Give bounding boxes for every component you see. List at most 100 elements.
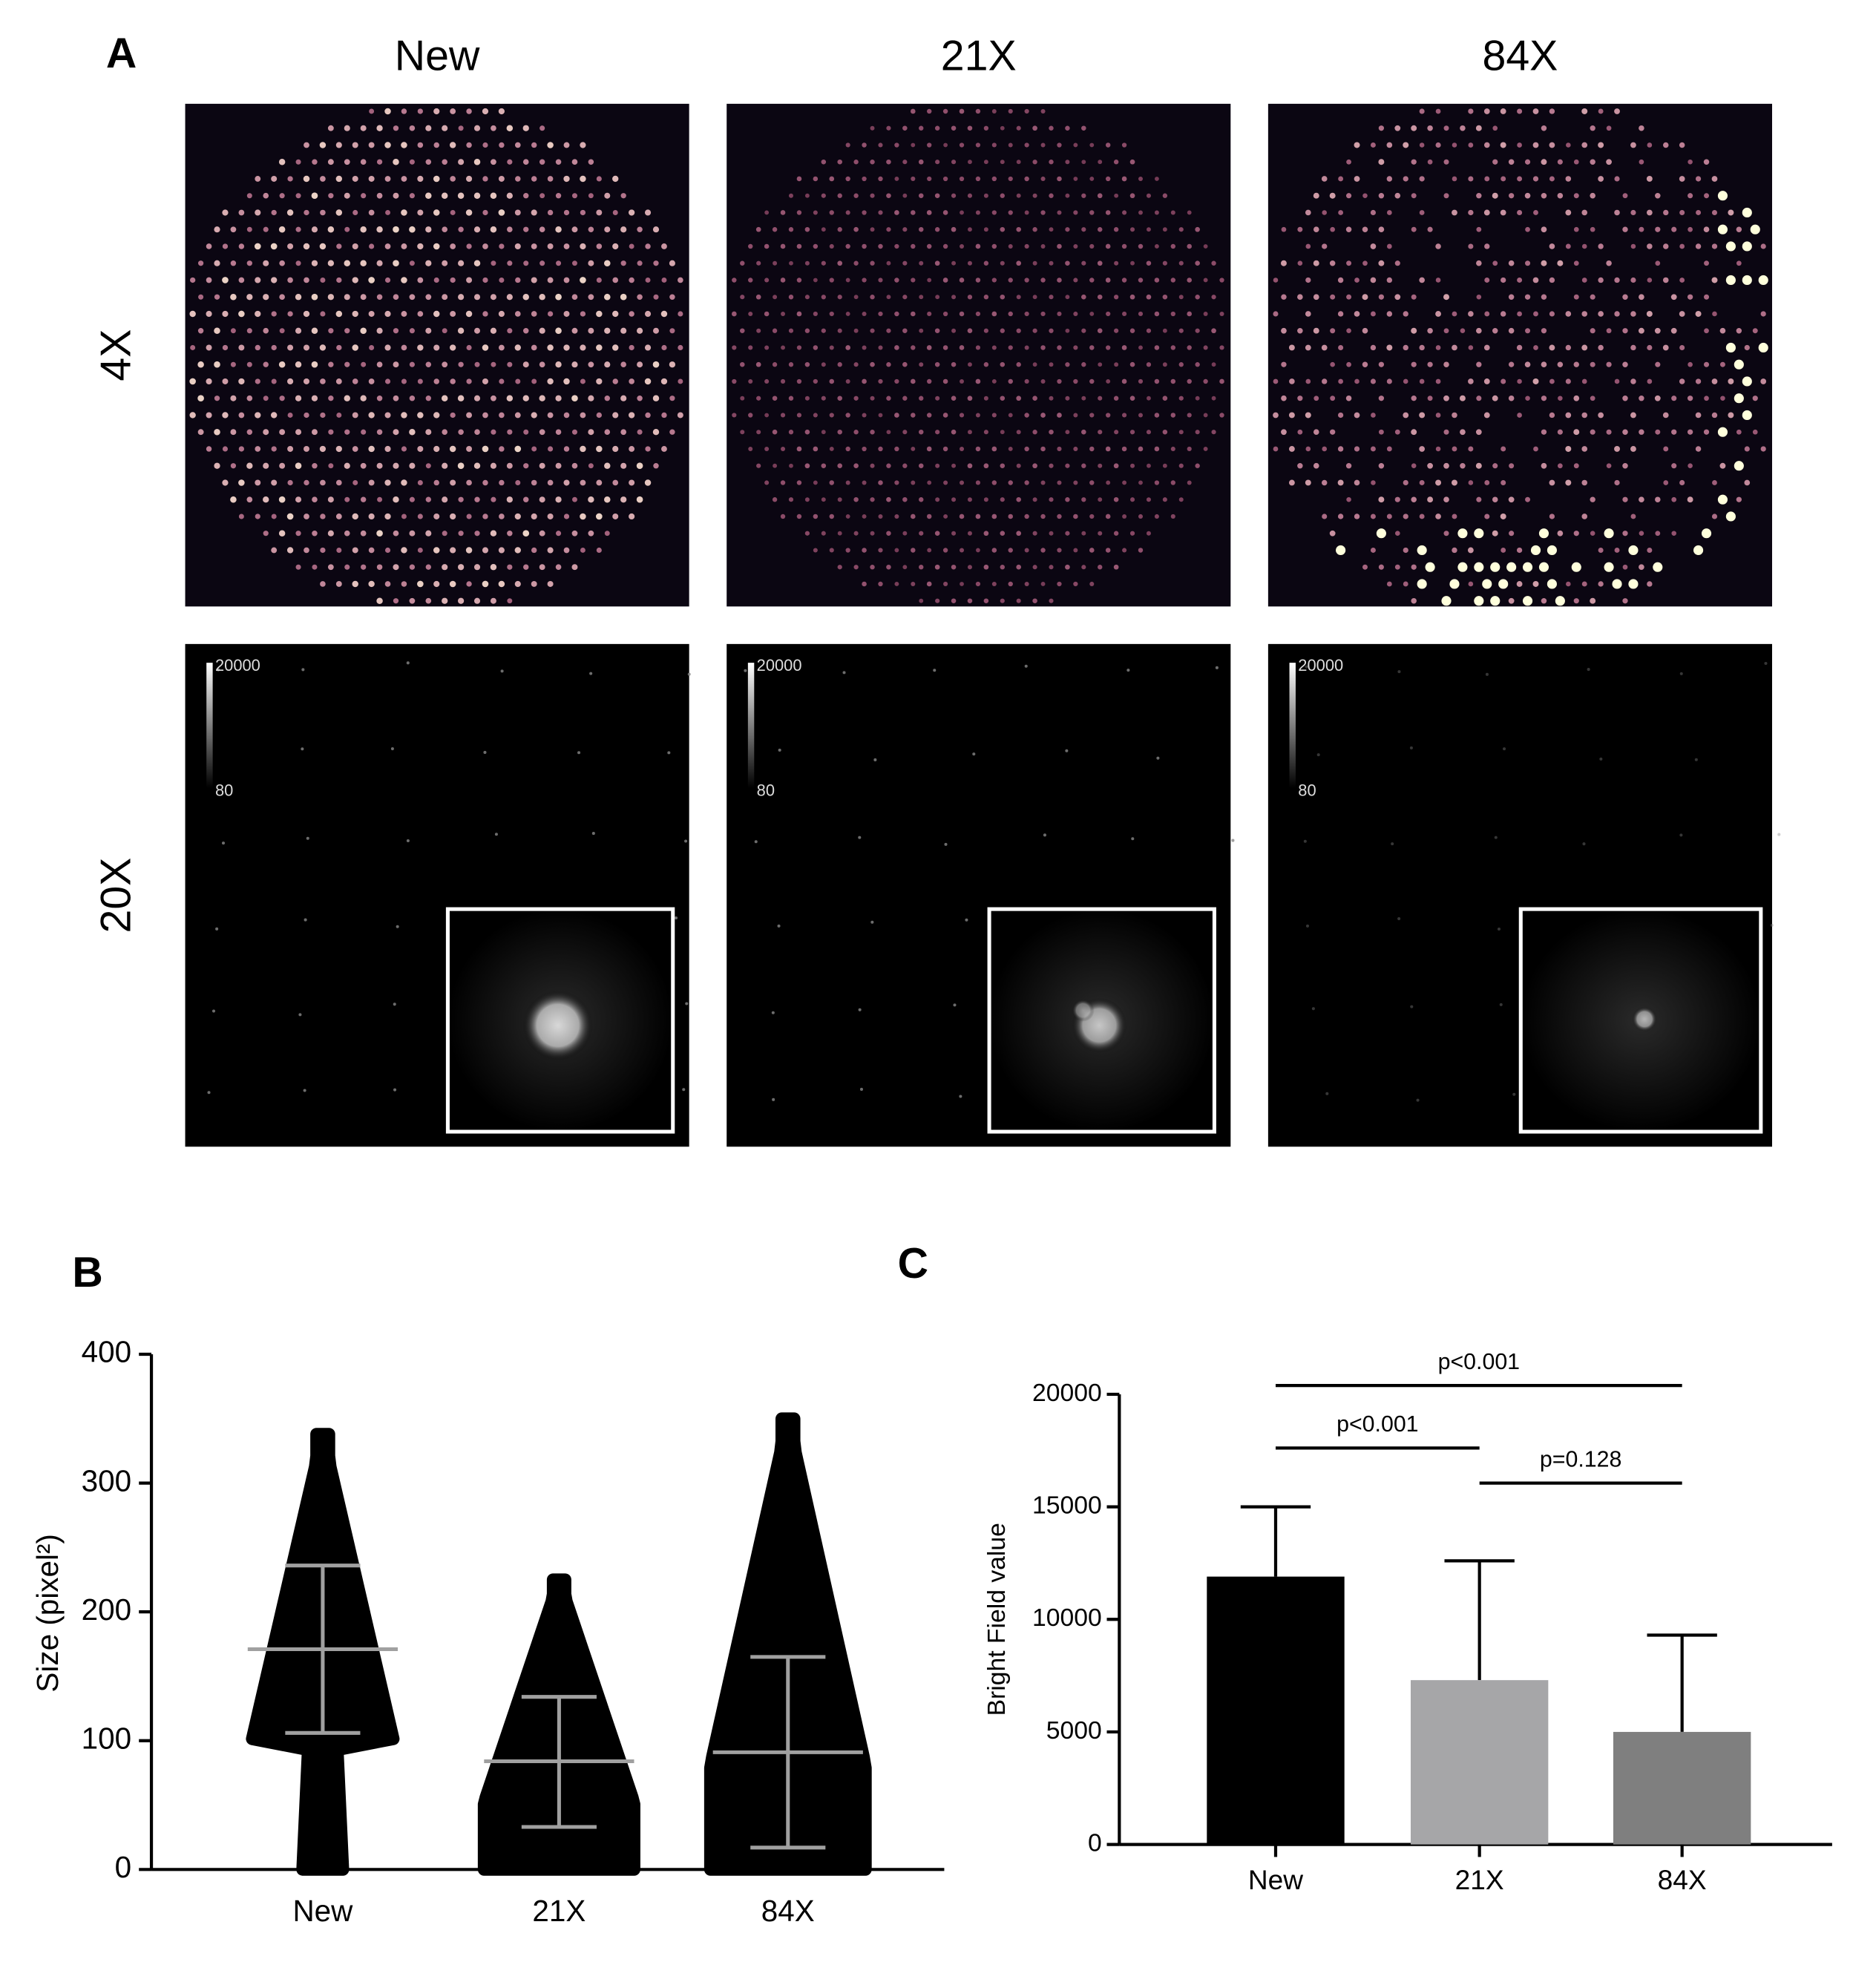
dot bbox=[1040, 244, 1046, 249]
dot bbox=[1065, 193, 1070, 198]
dot bbox=[409, 294, 416, 301]
dot bbox=[473, 294, 481, 301]
dot bbox=[1329, 530, 1336, 537]
dot bbox=[764, 345, 770, 350]
dot bbox=[1484, 480, 1490, 485]
dot bbox=[1630, 412, 1636, 419]
dot bbox=[1549, 514, 1555, 519]
dot bbox=[197, 328, 204, 334]
dot bbox=[644, 479, 652, 486]
dot bbox=[1500, 513, 1506, 519]
dot bbox=[1024, 480, 1029, 485]
dot bbox=[580, 277, 586, 283]
dot bbox=[1557, 260, 1564, 266]
dot bbox=[1040, 176, 1046, 182]
dot bbox=[384, 108, 391, 115]
dot bbox=[926, 345, 932, 350]
y-tick-label: 100 bbox=[82, 1721, 131, 1755]
dot bbox=[788, 362, 794, 367]
dot bbox=[1330, 294, 1336, 300]
dot bbox=[499, 243, 505, 249]
dot bbox=[629, 243, 634, 249]
dot bbox=[498, 310, 505, 318]
dot bbox=[1549, 142, 1555, 148]
dot bbox=[376, 294, 383, 300]
dot bbox=[1443, 294, 1450, 301]
dot bbox=[902, 295, 908, 300]
dot bbox=[498, 209, 505, 216]
dot bbox=[1000, 565, 1005, 570]
dot bbox=[1330, 328, 1336, 334]
dot bbox=[246, 496, 253, 503]
dot bbox=[942, 311, 948, 317]
dot bbox=[1329, 260, 1336, 266]
dot bbox=[862, 311, 867, 316]
dot bbox=[555, 395, 562, 401]
dot bbox=[991, 311, 997, 317]
dot bbox=[1501, 176, 1506, 182]
dot bbox=[523, 463, 529, 469]
dot bbox=[959, 413, 965, 418]
dot bbox=[425, 597, 432, 604]
dot bbox=[1541, 462, 1547, 469]
dot bbox=[328, 193, 334, 199]
dot bbox=[1370, 209, 1377, 216]
dot bbox=[458, 531, 464, 537]
dot bbox=[466, 378, 472, 384]
dot bbox=[1517, 108, 1523, 114]
dot bbox=[960, 243, 964, 249]
dot bbox=[222, 277, 229, 283]
dot bbox=[1403, 547, 1408, 554]
dot bbox=[433, 513, 440, 519]
dot bbox=[604, 226, 611, 233]
dot bbox=[1000, 430, 1005, 435]
dot bbox=[934, 260, 940, 266]
dot bbox=[764, 311, 770, 317]
dot bbox=[1744, 446, 1750, 452]
dot bbox=[1508, 159, 1515, 165]
dot bbox=[589, 672, 593, 675]
dot bbox=[953, 1003, 957, 1007]
dot bbox=[417, 378, 423, 384]
dot bbox=[1758, 275, 1768, 286]
dot bbox=[1622, 462, 1628, 469]
dot bbox=[1704, 193, 1709, 199]
dot bbox=[577, 751, 581, 755]
dot bbox=[1573, 361, 1579, 367]
dot bbox=[1622, 328, 1628, 334]
dot bbox=[499, 479, 505, 486]
dot bbox=[368, 175, 375, 182]
dot bbox=[1065, 564, 1070, 570]
dot bbox=[1719, 361, 1725, 367]
dot bbox=[523, 260, 529, 266]
dot bbox=[206, 446, 212, 452]
dot bbox=[1411, 159, 1417, 165]
dot bbox=[1081, 125, 1086, 131]
dot bbox=[620, 293, 627, 301]
dot bbox=[1219, 378, 1224, 384]
dot bbox=[1297, 463, 1303, 469]
dot bbox=[935, 295, 940, 300]
dot bbox=[465, 310, 473, 318]
dot bbox=[620, 462, 627, 469]
dot bbox=[1330, 226, 1335, 232]
dot bbox=[1598, 311, 1604, 317]
dot bbox=[327, 294, 335, 301]
dot bbox=[1606, 328, 1612, 334]
dot bbox=[1288, 446, 1295, 452]
dot bbox=[1345, 463, 1352, 469]
dot bbox=[975, 278, 981, 283]
dot bbox=[1693, 545, 1704, 556]
dot bbox=[312, 463, 318, 469]
dot bbox=[588, 463, 594, 469]
x-tick-label: New bbox=[292, 1894, 353, 1928]
dot bbox=[522, 361, 529, 368]
dot bbox=[748, 345, 753, 350]
dot bbox=[927, 548, 932, 553]
dot bbox=[1394, 125, 1401, 131]
dot bbox=[1305, 243, 1311, 249]
dot bbox=[514, 344, 521, 351]
dot bbox=[960, 480, 965, 485]
dot bbox=[669, 429, 675, 435]
dot bbox=[499, 412, 505, 419]
